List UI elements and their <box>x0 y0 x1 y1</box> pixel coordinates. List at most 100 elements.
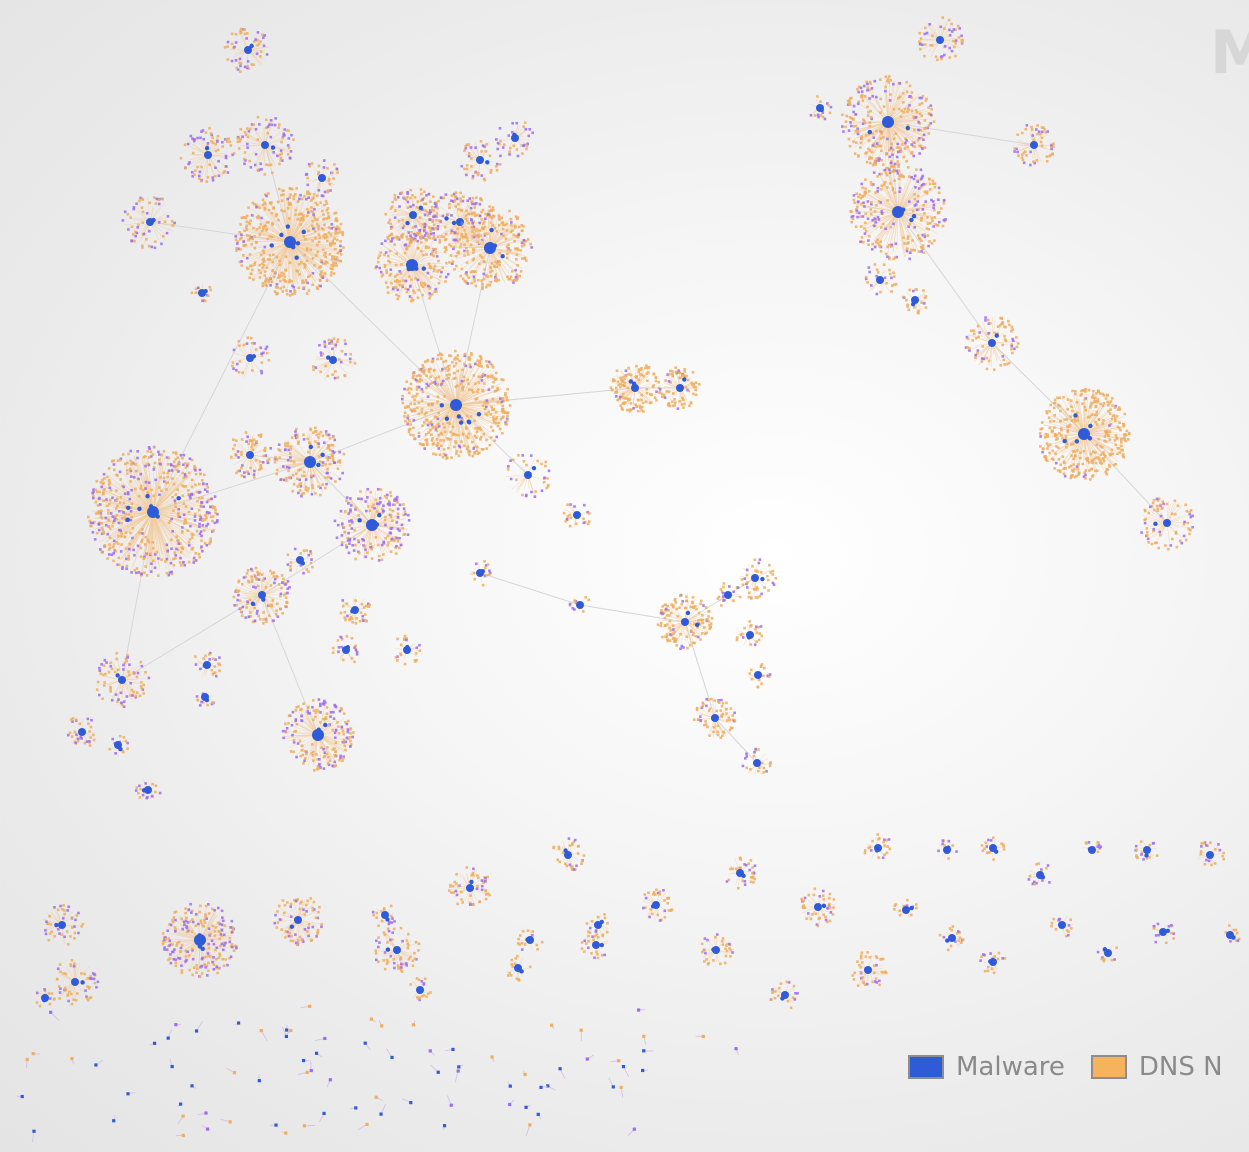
dns-node <box>140 206 144 210</box>
malware-node <box>485 160 490 165</box>
dns-node <box>376 487 380 491</box>
dns-node <box>293 292 296 295</box>
dns-node <box>357 514 361 517</box>
dns-node <box>285 600 288 604</box>
dns-node <box>439 196 443 200</box>
dns-node <box>137 223 140 227</box>
dns-node <box>494 421 498 425</box>
dns-node <box>343 610 347 614</box>
dns-node <box>162 471 166 475</box>
dns-node <box>586 510 589 514</box>
dns-node <box>311 197 314 201</box>
dns-node <box>334 261 338 265</box>
dns-node <box>231 153 234 156</box>
dns-node <box>317 284 321 287</box>
dns-node <box>290 279 293 283</box>
dns-node <box>121 219 125 222</box>
spoke <box>423 377 457 406</box>
dns-node <box>99 480 103 484</box>
dns-node <box>327 475 330 479</box>
dns-node <box>209 515 213 519</box>
dns-node <box>494 260 497 264</box>
dns-node <box>136 671 140 675</box>
dns-node <box>198 555 201 559</box>
dns-node <box>135 691 139 694</box>
dns-node <box>306 192 309 196</box>
dns-node <box>196 286 200 290</box>
dns-node <box>116 700 119 703</box>
dns-node <box>127 670 130 674</box>
dns-node <box>103 477 106 480</box>
dns-node <box>181 547 184 551</box>
spoke <box>124 221 151 226</box>
dns-node <box>421 285 425 288</box>
dns-node <box>221 140 224 144</box>
dns-node <box>489 436 493 439</box>
dns-node <box>316 250 320 254</box>
dns-node <box>414 225 417 228</box>
dns-node <box>166 481 170 484</box>
dns-node <box>424 246 428 249</box>
dns-node <box>443 250 447 254</box>
dns-node <box>431 402 434 406</box>
dns-node <box>481 287 484 291</box>
dns-node <box>416 385 419 389</box>
dns-node <box>440 357 443 360</box>
dns-node <box>435 212 439 215</box>
dns-node <box>117 698 120 701</box>
dns-node <box>382 509 385 513</box>
dns-node <box>242 343 246 347</box>
dns-node <box>225 165 228 168</box>
dns-node <box>411 193 414 197</box>
dns-node <box>274 612 278 616</box>
dns-node <box>434 287 438 291</box>
dns-node <box>406 416 409 420</box>
dns-node <box>251 569 254 573</box>
malware-node <box>418 205 423 210</box>
dns-node <box>383 263 387 267</box>
spoke <box>455 390 496 406</box>
dns-node <box>328 342 331 345</box>
spoke <box>255 144 266 171</box>
dns-node <box>509 477 513 481</box>
dns-node <box>512 281 515 284</box>
dns-node <box>234 439 238 442</box>
dns-node <box>487 209 491 213</box>
dns-node <box>244 216 248 220</box>
spoke <box>114 511 154 532</box>
dns-node <box>134 487 137 491</box>
dns-node <box>260 371 263 375</box>
dns-node <box>403 510 407 513</box>
dns-node <box>403 411 407 415</box>
dns-node <box>284 255 288 259</box>
dns-node <box>507 465 510 468</box>
dns-node <box>389 515 393 519</box>
dns-node <box>282 478 286 482</box>
dns-node <box>133 569 137 572</box>
dns-node <box>184 466 188 469</box>
dns-node <box>228 140 232 144</box>
dns-node <box>344 352 347 356</box>
dns-node <box>439 352 442 356</box>
dns-node <box>95 479 99 483</box>
malware-hub <box>406 259 418 271</box>
dns-node <box>469 365 472 369</box>
dns-node <box>264 193 267 196</box>
dns-node <box>302 280 306 284</box>
dns-node <box>243 151 247 154</box>
dns-node <box>256 115 260 119</box>
dns-node <box>194 472 198 476</box>
dns-node <box>497 214 501 217</box>
dns-node <box>138 694 142 698</box>
dns-node <box>525 493 528 497</box>
dns-node <box>240 260 243 263</box>
dns-node <box>249 567 253 571</box>
dns-node <box>254 566 258 570</box>
dns-node <box>162 450 166 453</box>
dns-node <box>471 176 475 180</box>
dns-node <box>190 485 194 489</box>
dns-node <box>449 254 453 257</box>
dns-node <box>306 275 310 279</box>
dns-node <box>495 435 499 439</box>
spoke <box>455 404 469 455</box>
